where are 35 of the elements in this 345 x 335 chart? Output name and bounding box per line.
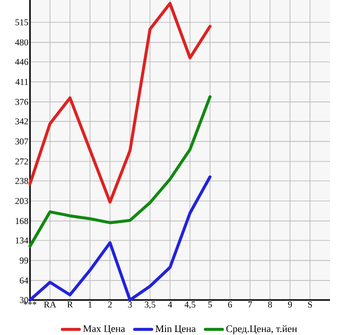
x-tick-label: 3 (128, 302, 132, 308)
y-tick-label: 342 (15, 118, 28, 124)
y-tick-label: 168 (16, 218, 28, 224)
x-tick-label: 3,5 (144, 302, 156, 309)
x-tick-label: 5 (208, 302, 212, 308)
y-tick-label: 30 (20, 296, 28, 304)
y-tick-label: 238 (15, 178, 28, 184)
x-tick-label: 9 (288, 302, 292, 308)
x-tick-label: 6 (228, 302, 232, 308)
y-tick-label: 203 (15, 198, 28, 204)
x-tick-label: 4,5 (184, 302, 196, 309)
line-series (28, 175, 212, 302)
x-tick-label: 7 (248, 302, 252, 308)
x-tick-label: *** (24, 302, 36, 305)
y-tick-label: 515 (15, 19, 28, 26)
legend-label: Min Цена (156, 325, 196, 334)
x-tick-label: R (67, 302, 73, 308)
x-tick-label: 1 (88, 302, 92, 308)
y-tick-label: 99 (20, 257, 28, 264)
x-tick-label: S (308, 302, 312, 308)
y-tick-label: 411 (15, 78, 28, 85)
x-tick-label: RA (44, 302, 56, 308)
y-tick-label: 64 (20, 278, 28, 284)
legend-label: Сред.Цена, т.йен (226, 325, 297, 334)
legend-label: Max Цена (83, 325, 126, 334)
y-tick-label: 376 (15, 98, 28, 105)
y-tick-label: 307 (15, 138, 28, 144)
y-tick-label: 134 (16, 237, 28, 244)
y-tick-label: 272 (15, 158, 28, 164)
y-tick-label: 480 (15, 39, 28, 46)
x-tick-label: 2 (108, 302, 112, 308)
line-series (28, 95, 212, 248)
x-tick-label: 4 (168, 302, 172, 308)
x-tick-label: 8 (268, 302, 272, 308)
y-tick-label: 446 (15, 58, 28, 65)
